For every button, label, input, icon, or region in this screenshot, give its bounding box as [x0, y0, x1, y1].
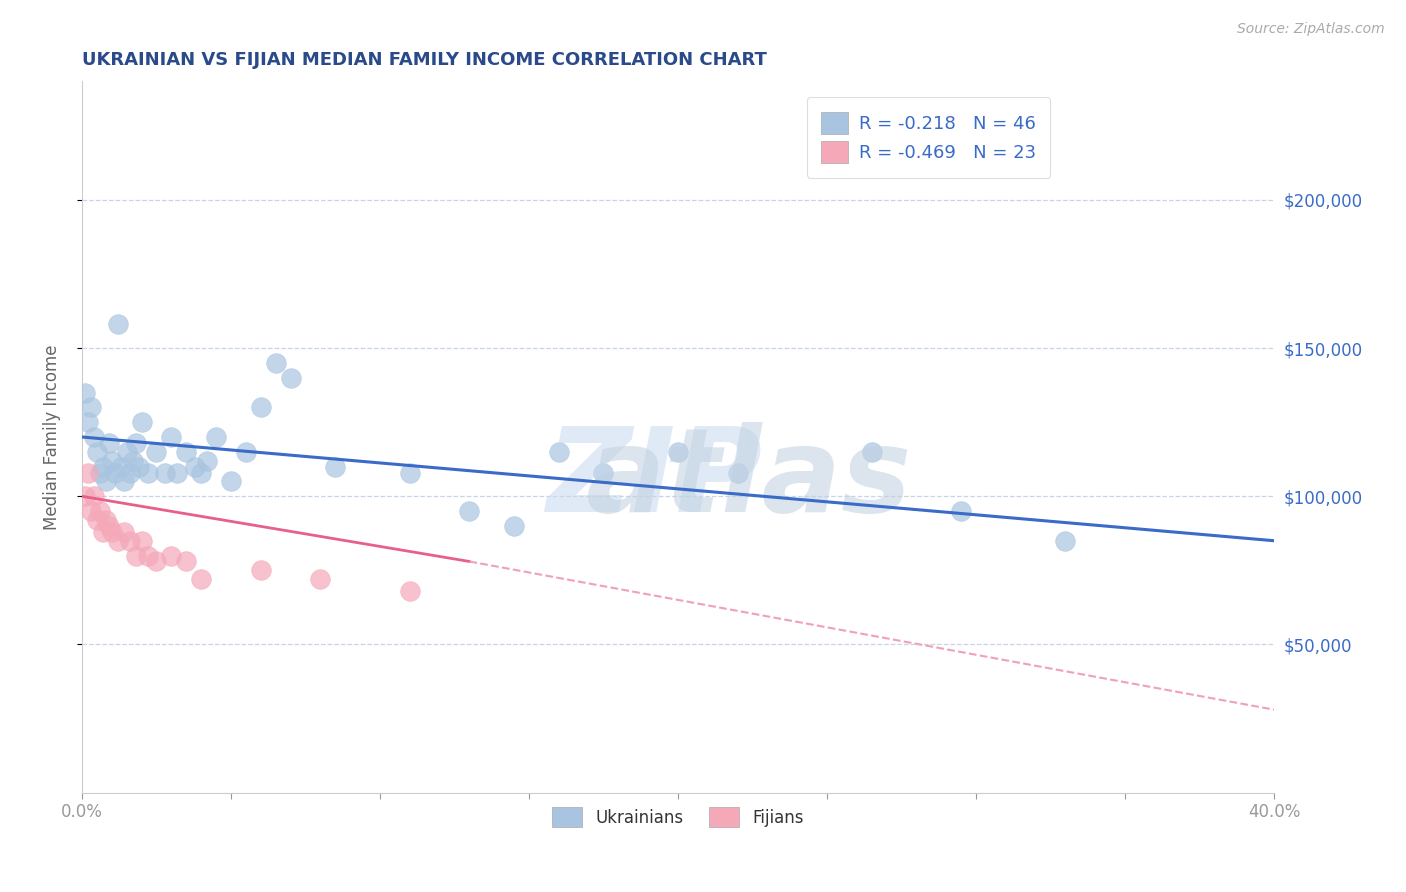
- Point: [160, 549, 183, 563]
- Point: [190, 572, 212, 586]
- Point: [110, 459, 132, 474]
- Point: [107, 318, 129, 332]
- Point: [309, 572, 332, 586]
- Point: [1054, 533, 1077, 548]
- Point: [950, 504, 973, 518]
- Point: [131, 415, 153, 429]
- Point: [136, 549, 159, 563]
- Point: [77, 466, 100, 480]
- Point: [80, 504, 103, 518]
- Point: [91, 524, 114, 539]
- Point: [104, 466, 127, 480]
- Text: UKRAINIAN VS FIJIAN MEDIAN FAMILY INCOME CORRELATION CHART: UKRAINIAN VS FIJIAN MEDIAN FAMILY INCOME…: [82, 51, 766, 69]
- Point: [219, 475, 242, 489]
- Point: [80, 401, 103, 415]
- Point: [398, 466, 420, 480]
- Point: [235, 445, 257, 459]
- Point: [118, 466, 141, 480]
- Point: [145, 554, 167, 568]
- Text: ZIP: ZIP: [546, 422, 762, 537]
- Point: [131, 533, 153, 548]
- Point: [112, 524, 135, 539]
- Point: [89, 504, 111, 518]
- Point: [94, 475, 117, 489]
- Point: [190, 466, 212, 480]
- Point: [249, 563, 271, 577]
- Point: [166, 466, 188, 480]
- Point: [83, 489, 105, 503]
- Point: [118, 533, 141, 548]
- Point: [458, 504, 481, 518]
- Point: [666, 445, 689, 459]
- Legend: Ukrainians, Fijians: Ukrainians, Fijians: [546, 800, 810, 834]
- Point: [89, 466, 111, 480]
- Point: [86, 445, 108, 459]
- Point: [503, 519, 526, 533]
- Point: [184, 459, 207, 474]
- Point: [280, 370, 302, 384]
- Point: [249, 401, 271, 415]
- Point: [100, 453, 122, 467]
- Point: [115, 445, 138, 459]
- Point: [264, 356, 287, 370]
- Point: [73, 385, 96, 400]
- Point: [136, 466, 159, 480]
- Point: [86, 513, 108, 527]
- Point: [112, 475, 135, 489]
- Point: [73, 489, 96, 503]
- Point: [592, 466, 614, 480]
- Point: [128, 459, 150, 474]
- Point: [124, 436, 146, 450]
- Point: [145, 445, 167, 459]
- Point: [83, 430, 105, 444]
- Point: [195, 453, 218, 467]
- Point: [155, 466, 177, 480]
- Point: [547, 445, 569, 459]
- Point: [160, 430, 183, 444]
- Point: [174, 445, 197, 459]
- Point: [398, 584, 420, 599]
- Point: [323, 459, 346, 474]
- Point: [97, 436, 120, 450]
- Text: Source: ZipAtlas.com: Source: ZipAtlas.com: [1237, 22, 1385, 37]
- Point: [205, 430, 228, 444]
- Point: [727, 466, 749, 480]
- Point: [121, 453, 143, 467]
- Point: [860, 445, 883, 459]
- Point: [174, 554, 197, 568]
- Point: [107, 533, 129, 548]
- Point: [100, 524, 122, 539]
- Point: [91, 459, 114, 474]
- Point: [94, 513, 117, 527]
- Y-axis label: Median Family Income: Median Family Income: [44, 344, 60, 530]
- Point: [77, 415, 100, 429]
- Point: [124, 549, 146, 563]
- Point: [97, 519, 120, 533]
- Text: atlas: atlas: [586, 422, 912, 537]
